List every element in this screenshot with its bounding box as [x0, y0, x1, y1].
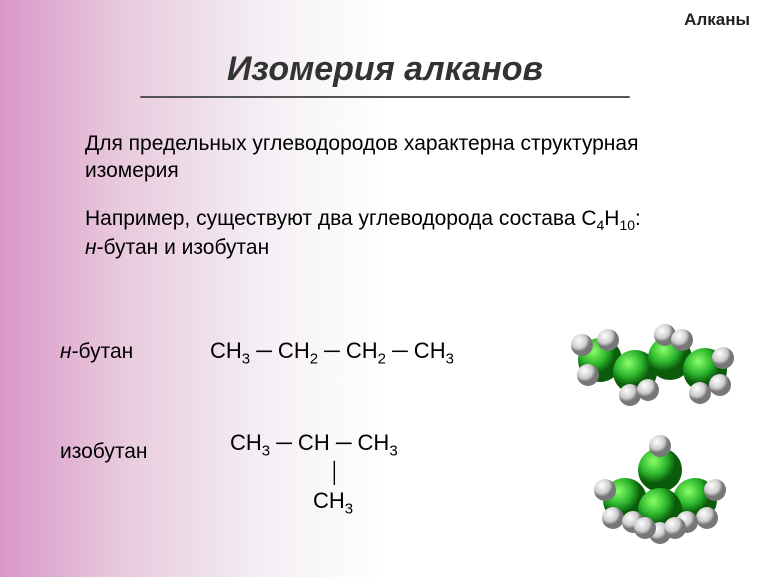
example-end: -бутан и изобутан — [97, 236, 270, 259]
isobutane-formula: СН3 ─ СН ─ СН3 — [230, 430, 398, 459]
slide-title: Изомерия алканов — [0, 50, 770, 89]
isobutane-ch3-bottom: СН3 — [313, 488, 353, 517]
nbutane-formula: СН3 ─ СН2 ─ СН2 ─ СН3 — [210, 338, 454, 367]
nbutane-ital: н — [60, 340, 72, 363]
example-text: Например, существуют два углеводорода со… — [85, 205, 665, 262]
f: 3 — [446, 350, 454, 367]
title-underline — [140, 96, 630, 98]
example-mid: Н — [604, 207, 619, 230]
f: СН — [313, 488, 345, 513]
f: ─ СН — [386, 338, 446, 363]
f: 2 — [378, 350, 386, 367]
f: ─ СН — [250, 338, 310, 363]
f: 3 — [345, 500, 353, 517]
f: СН — [210, 338, 242, 363]
f: ─ СН ─ СН — [270, 430, 389, 455]
nbutane-label: н-бутан — [60, 340, 133, 364]
isobutane-molecule-model — [575, 430, 745, 560]
f: 2 — [310, 350, 318, 367]
example-prefix: Например, существуют два углеводорода со… — [85, 207, 597, 230]
nbutane-rest: -бутан — [72, 340, 134, 363]
intro-text: Для предельных углеводородов характерна … — [85, 130, 665, 185]
f: ─ СН — [318, 338, 378, 363]
example-sub2: 10 — [619, 217, 635, 233]
nbutane-molecule-model — [560, 310, 760, 420]
f: 3 — [262, 442, 270, 459]
f: СН — [230, 430, 262, 455]
isobutane-vertical-bond: │ — [329, 462, 342, 485]
example-suffix: : — [635, 207, 641, 230]
f: 3 — [389, 442, 397, 459]
example-ital: н — [85, 236, 97, 259]
isobutane-label: изобутан — [60, 440, 148, 464]
f: 3 — [242, 350, 250, 367]
corner-category-label: Алканы — [684, 10, 750, 30]
